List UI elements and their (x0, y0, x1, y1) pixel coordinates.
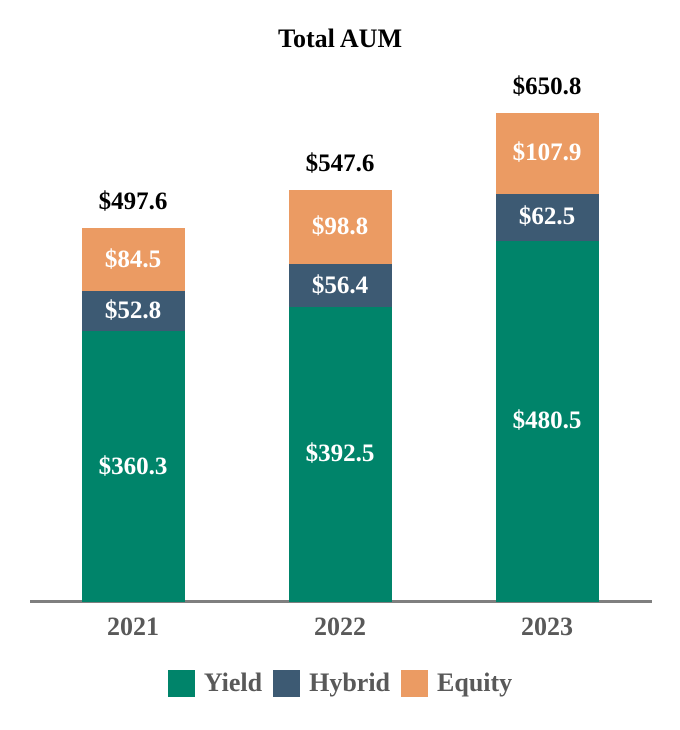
segment-value-label: $56.4 (311, 271, 369, 299)
legend-item-yield: Yield (167, 668, 263, 698)
legend-label-hybrid: Hybrid (309, 668, 391, 697)
segment-value-label: $52.8 (104, 297, 162, 325)
segment-value-label: $107.9 (512, 139, 582, 167)
segment-hybrid-2023: $62.5 (495, 193, 599, 241)
segment-equity-2023: $107.9 (495, 112, 599, 194)
segment-hybrid-2021: $52.8 (81, 291, 185, 332)
segment-value-label: $84.5 (104, 245, 162, 273)
total-label-2023: $650.8 (512, 72, 582, 100)
segment-equity-2022: $98.8 (288, 190, 392, 265)
chart-title: Total AUM (278, 24, 402, 53)
bar-2022: $547.6 $98.8 $56.4 $392.5 (288, 150, 392, 602)
total-label-2021: $497.6 (98, 187, 168, 215)
bar-2021: $497.6 $84.5 $52.8 $360.3 (81, 188, 185, 602)
legend: Yield Hybrid Equity (0, 668, 680, 698)
legend-label-equity: Equity (437, 668, 513, 697)
segment-hybrid-2022: $56.4 (288, 264, 392, 307)
x-axis-label-2022: 2022 (314, 612, 366, 641)
total-label-2022: $547.6 (305, 150, 375, 178)
legend-item-hybrid: Hybrid (273, 668, 390, 698)
x-axis-label-2021: 2021 (107, 612, 159, 641)
segment-value-label: $98.8 (311, 213, 369, 241)
segment-value-label: $480.5 (512, 407, 582, 435)
segment-yield-2023: $480.5 (495, 240, 599, 602)
legend-swatch-equity (401, 669, 429, 697)
segment-equity-2021: $84.5 (81, 227, 185, 292)
segment-value-label: $62.5 (518, 203, 576, 231)
legend-item-equity: Equity (401, 668, 512, 698)
x-axis-label-2023: 2023 (521, 612, 573, 641)
segment-yield-2021: $360.3 (81, 331, 185, 602)
legend-swatch-yield (167, 669, 195, 697)
legend-label-yield: Yield (203, 668, 263, 697)
segment-value-label: $392.5 (305, 440, 375, 468)
segment-yield-2022: $392.5 (288, 306, 392, 602)
segment-value-label: $360.3 (98, 452, 168, 480)
bar-2023: $650.8 $107.9 $62.5 $480.5 (495, 73, 599, 602)
legend-swatch-hybrid (273, 669, 301, 697)
